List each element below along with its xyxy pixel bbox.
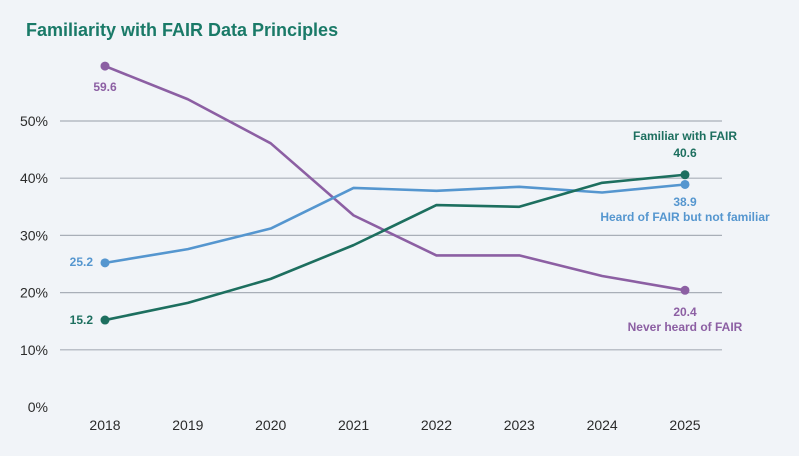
data-label: 25.2 — [70, 255, 94, 269]
series-line — [104, 64, 686, 292]
legend-label: Never heard of FAIR — [628, 320, 743, 334]
x-tick-label: 2025 — [669, 417, 700, 433]
data-point — [100, 315, 110, 325]
series-line — [104, 183, 686, 265]
data-point — [100, 258, 110, 268]
data-label: 20.4 — [673, 305, 697, 319]
x-tick-label: 2023 — [504, 417, 535, 433]
y-tick-label: 0% — [28, 399, 48, 415]
y-tick-label: 20% — [20, 285, 48, 301]
x-tick-label: 2022 — [421, 417, 452, 433]
x-tick-label: 2018 — [89, 417, 120, 433]
x-tick-label: 2019 — [172, 417, 203, 433]
y-tick-label: 50% — [20, 113, 48, 129]
y-tick-label: 40% — [20, 170, 48, 186]
y-tick-label: 10% — [20, 342, 48, 358]
x-tick-label: 2021 — [338, 417, 369, 433]
x-tick-label: 2024 — [587, 417, 618, 433]
data-label: 15.2 — [70, 313, 94, 327]
y-tick-label: 30% — [20, 227, 48, 243]
x-tick-label: 2020 — [255, 417, 286, 433]
legend-label: Familiar with FAIR — [633, 129, 737, 143]
data-label: 59.6 — [93, 80, 117, 94]
chart-title: Familiarity with FAIR Data Principles — [26, 20, 339, 40]
data-point — [680, 285, 690, 295]
legend-label: Heard of FAIR but not familiar — [600, 210, 770, 224]
data-point — [100, 61, 110, 71]
data-label: 38.9 — [673, 195, 697, 209]
data-label: 40.6 — [673, 146, 697, 160]
data-point — [680, 170, 690, 180]
series-line — [104, 173, 686, 322]
data-point — [680, 179, 690, 189]
